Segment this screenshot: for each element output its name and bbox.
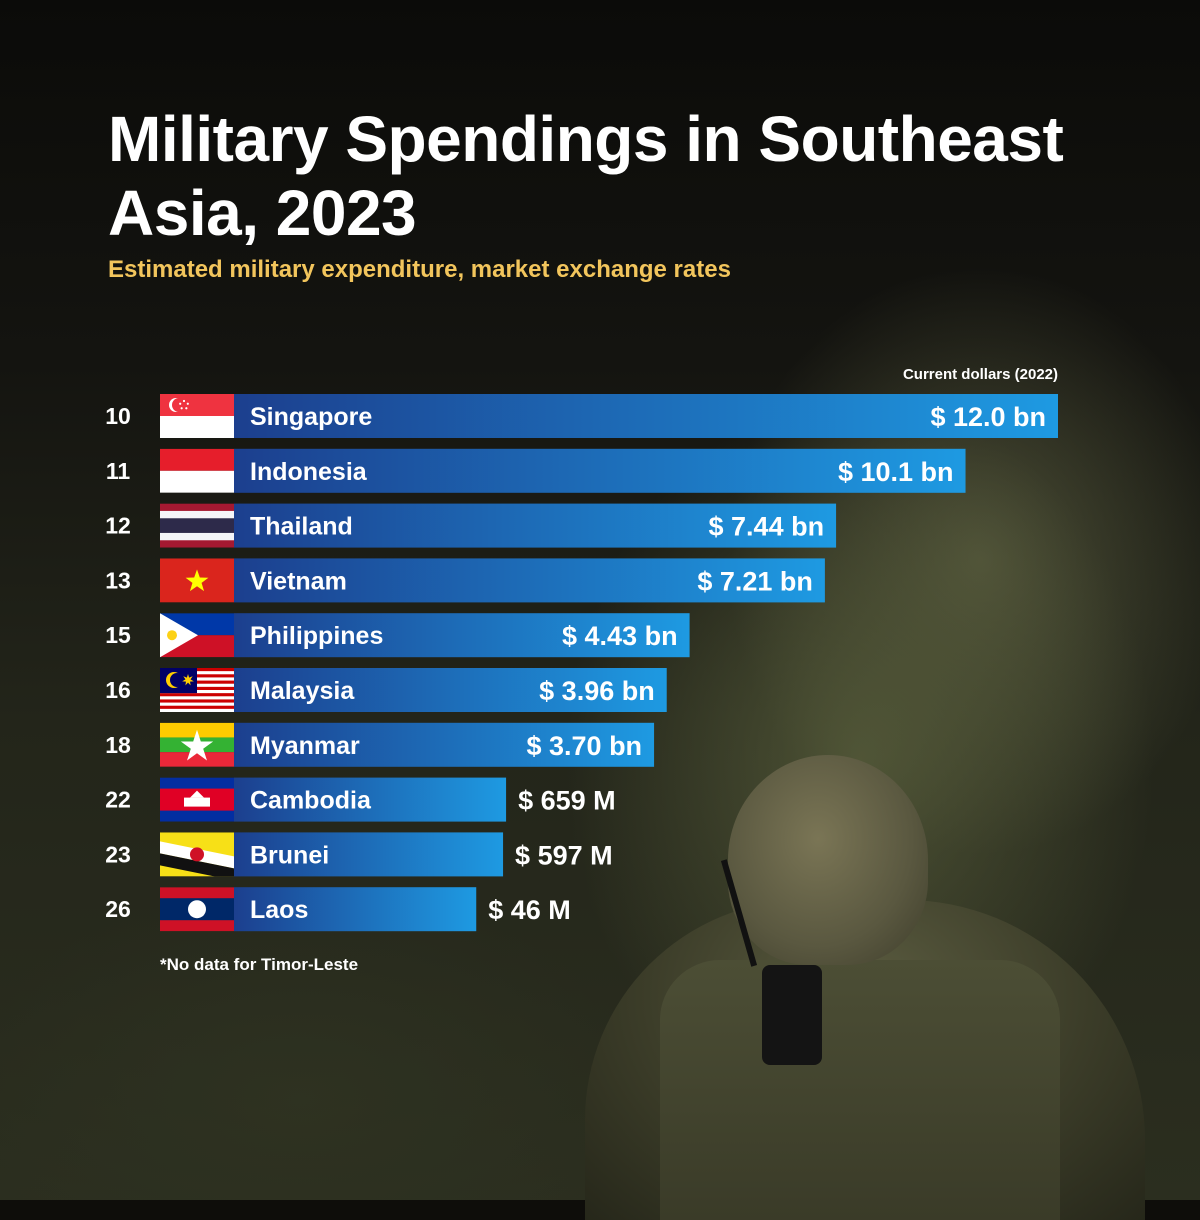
- bar-laos: [234, 887, 477, 932]
- rank-vietnam: 13: [105, 567, 131, 593]
- unit-label: Current dollars (2022): [902, 366, 1058, 383]
- singapore-flag-icon: [160, 394, 234, 438]
- bar-thailand: [234, 503, 837, 548]
- malaysia-flag-icon: [160, 668, 234, 712]
- bar-myanmar: [234, 722, 655, 767]
- country-label-laos: Laos: [250, 896, 308, 924]
- value-label-myanmar: $ 3.70 bn: [527, 731, 643, 761]
- value-label-indonesia: $ 10.1 bn: [838, 457, 954, 487]
- chart-title: Military Spendings in Southeast Asia, 20…: [108, 103, 1064, 249]
- country-label-indonesia: Indonesia: [250, 458, 368, 486]
- thailand-flag-icon: [160, 503, 234, 548]
- brunei-flag-icon: [160, 832, 234, 877]
- country-label-brunei: Brunei: [250, 841, 329, 869]
- country-label-myanmar: Myanmar: [250, 732, 360, 760]
- value-label-cambodia: $ 659 M: [518, 786, 616, 816]
- laos-flag-icon: [160, 887, 234, 932]
- rank-brunei: 23: [105, 841, 131, 867]
- value-label-brunei: $ 597 M: [515, 840, 613, 870]
- vietnam-flag-icon: [160, 558, 234, 603]
- indonesia-flag-icon: [160, 448, 234, 493]
- country-label-thailand: Thailand: [250, 513, 353, 541]
- rank-philippines: 15: [105, 622, 131, 648]
- country-label-cambodia: Cambodia: [250, 787, 372, 815]
- rank-malaysia: 16: [105, 677, 131, 703]
- bar-indonesia: [234, 448, 966, 493]
- bar-malaysia: [234, 668, 667, 712]
- myanmar-flag-icon: [160, 722, 234, 767]
- rank-indonesia: 11: [106, 458, 131, 484]
- value-label-laos: $ 46 M: [488, 895, 571, 925]
- philippines-flag-icon: [160, 613, 234, 658]
- value-label-vietnam: $ 7.21 bn: [697, 566, 813, 596]
- bar-philippines: [234, 613, 690, 658]
- rank-cambodia: 22: [105, 787, 131, 813]
- bar-brunei: [234, 832, 504, 877]
- rank-singapore: 10: [105, 403, 131, 429]
- rank-myanmar: 18: [105, 732, 131, 758]
- footnote: *No data for Timor-Leste: [160, 955, 359, 974]
- value-label-malaysia: $ 3.96 bn: [539, 676, 655, 706]
- bar-vietnam: [234, 558, 825, 603]
- chart-subtitle: Estimated military expenditure, market e…: [108, 256, 731, 283]
- country-label-malaysia: Malaysia: [250, 677, 355, 705]
- country-label-philippines: Philippines: [250, 622, 383, 650]
- value-label-philippines: $ 4.43 bn: [562, 621, 678, 651]
- rank-laos: 26: [105, 896, 131, 922]
- country-label-vietnam: Vietnam: [250, 567, 347, 595]
- rank-thailand: 12: [105, 513, 131, 539]
- bar-singapore: [234, 394, 1058, 438]
- value-label-singapore: $ 12.0 bn: [930, 402, 1046, 432]
- country-label-singapore: Singapore: [250, 403, 372, 431]
- value-label-thailand: $ 7.44 bn: [709, 512, 825, 542]
- bar-cambodia: [234, 777, 507, 822]
- cambodia-flag-icon: [160, 777, 234, 822]
